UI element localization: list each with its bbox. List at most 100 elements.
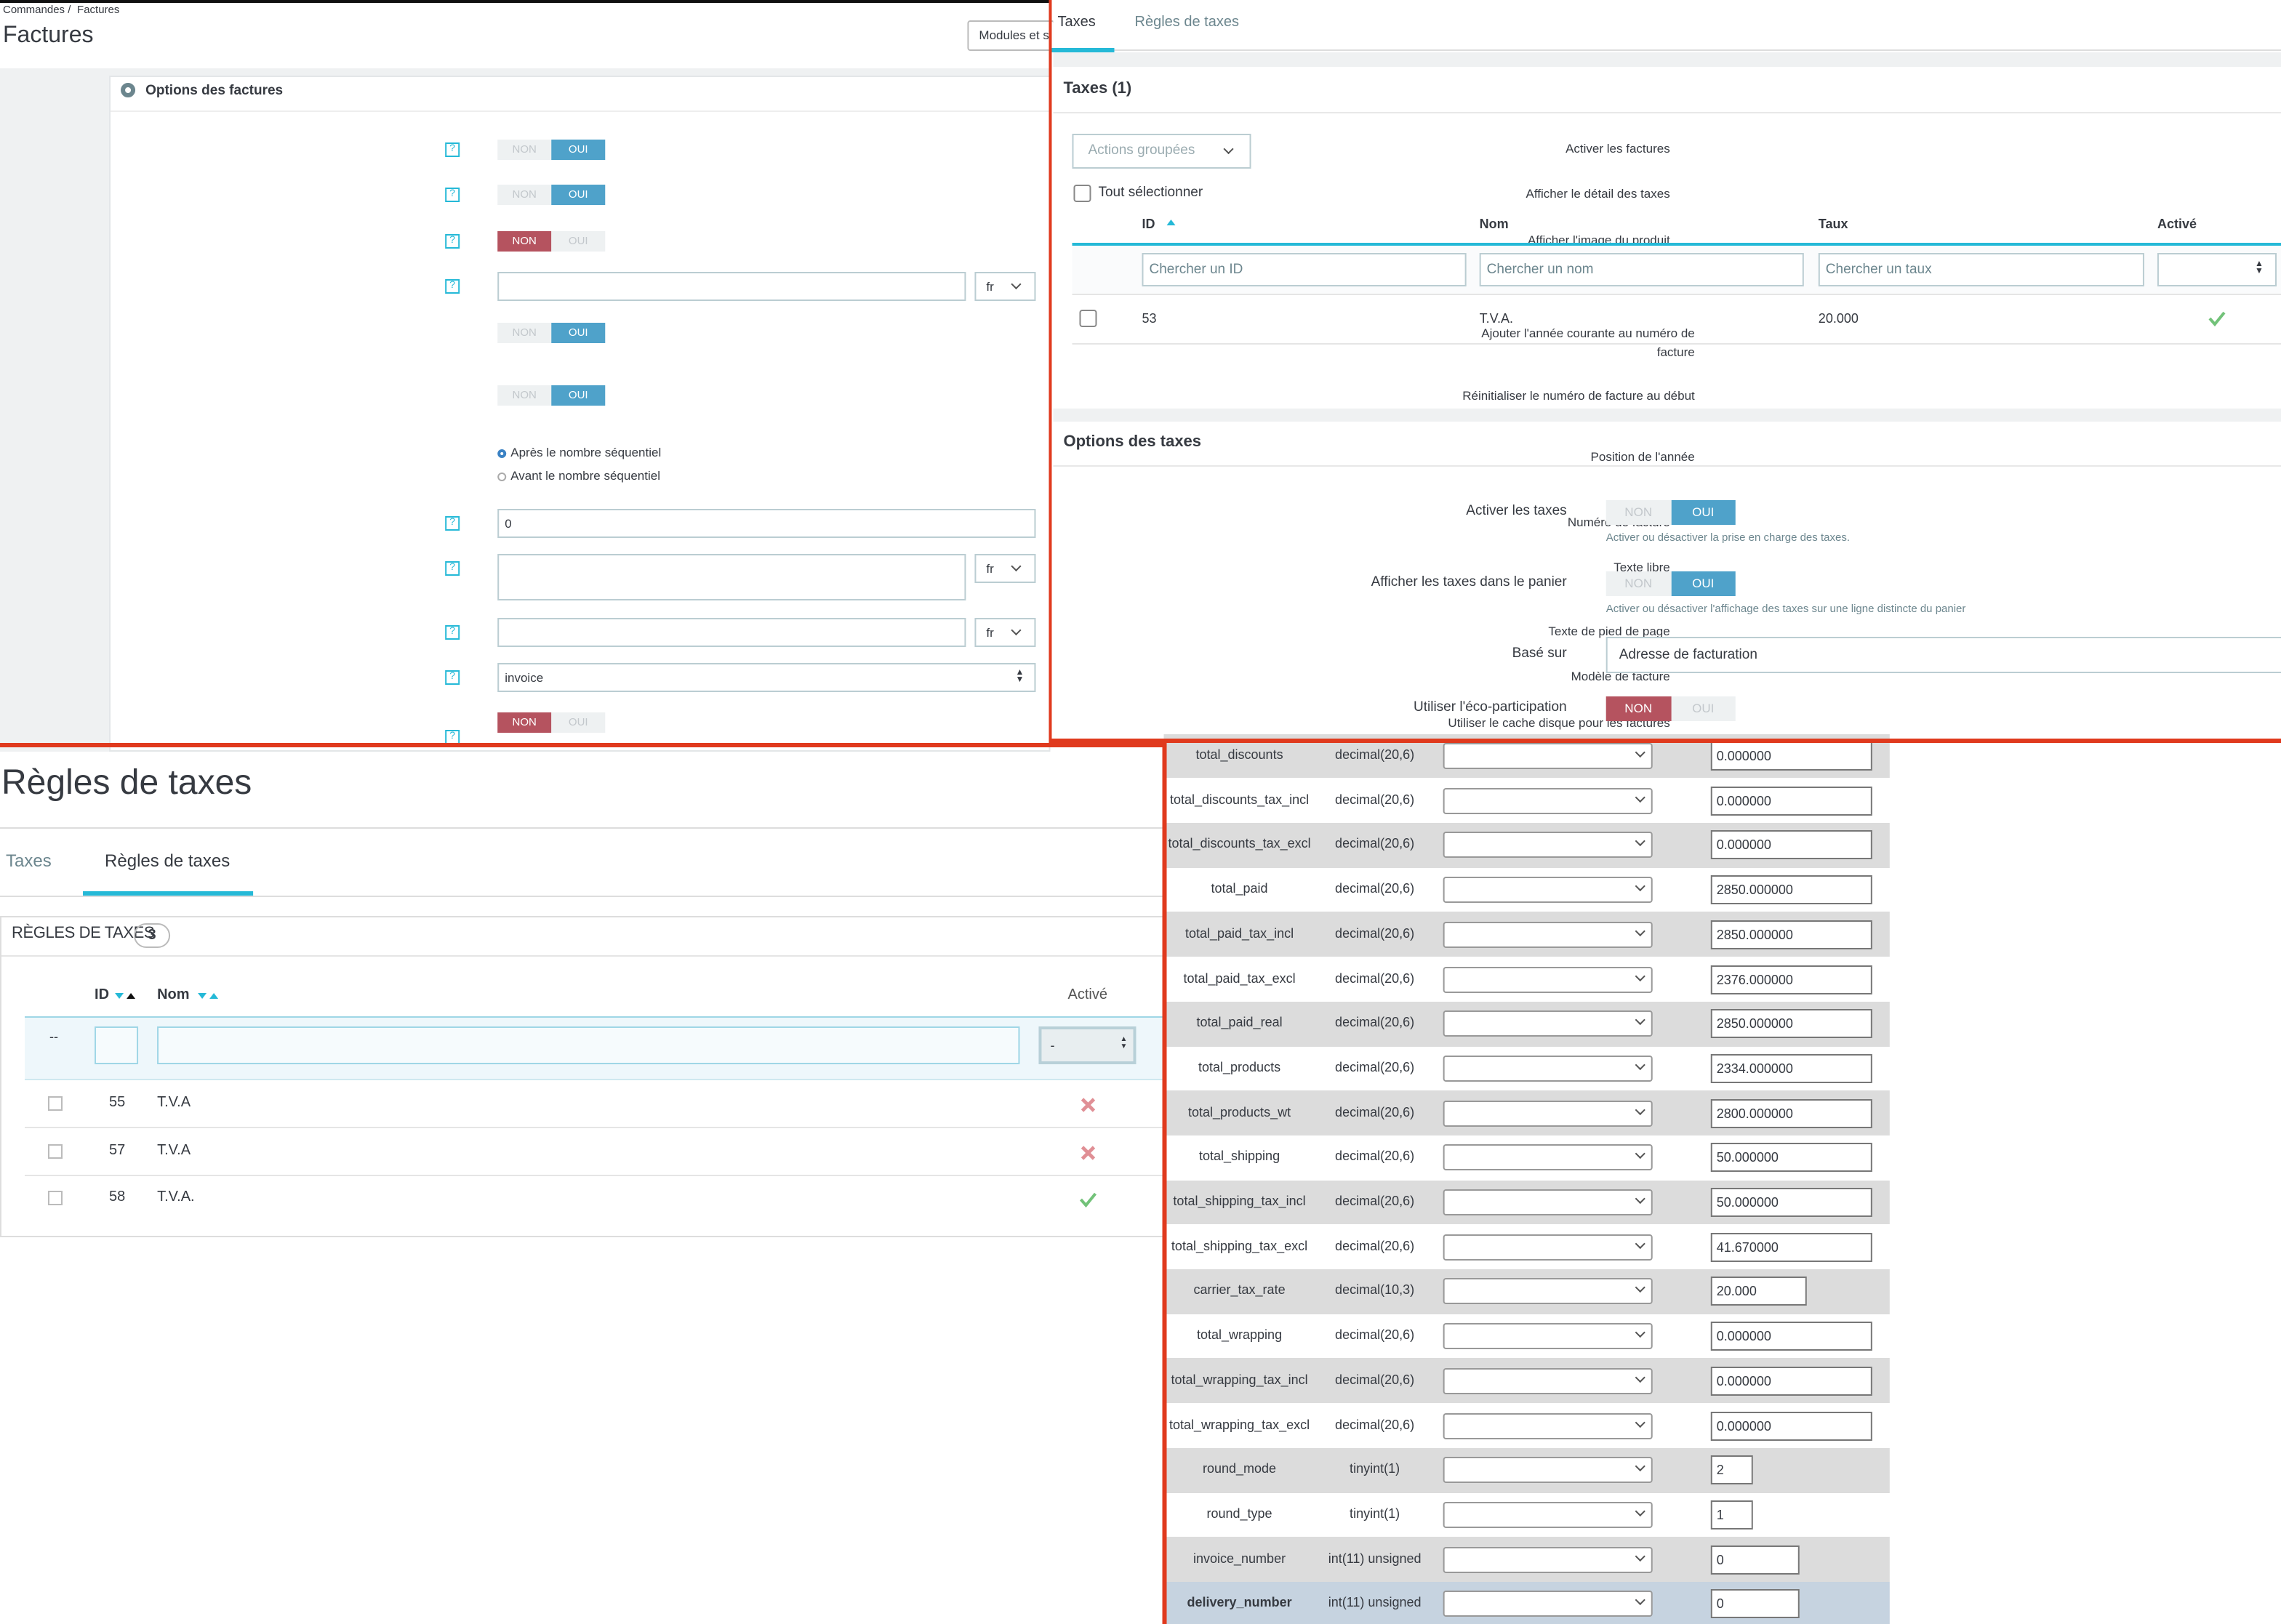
- toggle-off[interactable]: NON: [1605, 696, 1671, 721]
- db-select[interactable]: [1443, 1457, 1653, 1484]
- toggle-on[interactable]: OUI: [551, 385, 606, 406]
- gear-icon: [121, 83, 136, 97]
- tab[interactable]: Règles de taxes: [105, 851, 230, 871]
- checkbox[interactable]: [48, 1191, 63, 1205]
- toggle-on[interactable]: OUI: [551, 231, 606, 252]
- db-input[interactable]: 0: [1710, 1545, 1800, 1575]
- db-input[interactable]: 0.000000: [1710, 830, 1872, 860]
- toggle-off[interactable]: NON: [1605, 571, 1671, 596]
- lang-select[interactable]: fr: [974, 272, 1036, 301]
- db-select[interactable]: [1443, 1323, 1653, 1350]
- toggle-off[interactable]: NON: [497, 231, 552, 252]
- toggle-off[interactable]: NON: [497, 323, 552, 343]
- sort-arrow: [1166, 220, 1176, 225]
- db-input[interactable]: 2850.000000: [1710, 875, 1872, 905]
- checkbox[interactable]: [48, 1096, 63, 1111]
- toggle-off[interactable]: NON: [497, 185, 552, 205]
- db-select[interactable]: [1443, 1501, 1653, 1528]
- db-input[interactable]: 2376.000000: [1710, 965, 1872, 994]
- db-input[interactable]: 0.000000: [1710, 1411, 1872, 1440]
- db-select[interactable]: [1443, 1144, 1653, 1171]
- db-select[interactable]: [1443, 1546, 1653, 1573]
- db-select[interactable]: [1443, 1367, 1653, 1394]
- db-select[interactable]: [1443, 832, 1653, 859]
- filter-input[interactable]: [157, 1026, 1020, 1064]
- checkbox[interactable]: [1079, 310, 1097, 327]
- db-field: total_shipping_tax_excl: [1171, 1238, 1308, 1253]
- filter-select[interactable]: [2157, 253, 2277, 286]
- db-input[interactable]: 50.000000: [1710, 1188, 1872, 1217]
- db-select[interactable]: [1443, 1100, 1653, 1127]
- db-select[interactable]: [1443, 1412, 1653, 1439]
- filter-select[interactable]: -: [1038, 1026, 1137, 1064]
- filter-input[interactable]: [95, 1026, 139, 1064]
- toggle-off[interactable]: NON: [1605, 500, 1671, 525]
- header-line: [1072, 243, 2281, 246]
- toggle-on[interactable]: OUI: [551, 185, 606, 205]
- db-select[interactable]: [1443, 1055, 1653, 1082]
- toggle-off[interactable]: NON: [497, 140, 552, 160]
- tab[interactable]: Taxes: [6, 851, 52, 871]
- db-input[interactable]: 2850.000000: [1710, 920, 1872, 949]
- toggle-on[interactable]: OUI: [1670, 696, 1736, 721]
- toggle-on[interactable]: OUI: [1670, 500, 1736, 525]
- db-input[interactable]: 50.000000: [1710, 1143, 1872, 1173]
- cell: T.V.A.: [1479, 311, 1514, 326]
- db-input[interactable]: 0: [1710, 1589, 1800, 1619]
- checkbox[interactable]: [48, 1143, 63, 1158]
- sort-desc[interactable]: [115, 993, 124, 999]
- input[interactable]: [497, 272, 966, 301]
- field-label: Basé sur: [1512, 646, 1567, 662]
- db-input[interactable]: 41.670000: [1710, 1232, 1872, 1262]
- db-input[interactable]: 0.000000: [1710, 1366, 1872, 1396]
- filter-input[interactable]: Chercher un taux: [1818, 253, 2144, 286]
- db-input[interactable]: 2850.000000: [1710, 1009, 1872, 1039]
- input[interactable]: invoice: [497, 663, 1036, 692]
- db-input[interactable]: 0.000000: [1710, 741, 1872, 771]
- db-input[interactable]: 2800.000000: [1710, 1098, 1872, 1128]
- toggle-off[interactable]: NON: [497, 385, 552, 406]
- db-input[interactable]: 0.000000: [1710, 1322, 1872, 1351]
- db-select[interactable]: [1443, 877, 1653, 904]
- toggle-on[interactable]: OUI: [551, 323, 606, 343]
- db-select[interactable]: [1443, 921, 1653, 948]
- tab[interactable]: Règles de taxes: [1134, 15, 1239, 31]
- lang-select[interactable]: fr: [974, 618, 1036, 647]
- sort-desc[interactable]: [198, 993, 207, 999]
- db-field: total_products_wt: [1187, 1104, 1291, 1119]
- toggle-on[interactable]: OUI: [551, 712, 606, 733]
- db-input[interactable]: 2334.000000: [1710, 1053, 1872, 1083]
- toggle-off[interactable]: NON: [497, 712, 552, 733]
- db-input[interactable]: 0.000000: [1710, 786, 1872, 816]
- bulk-button[interactable]: Actions groupées: [1072, 134, 1251, 169]
- db-input[interactable]: 20.000: [1710, 1277, 1807, 1306]
- db-select[interactable]: [1443, 966, 1653, 992]
- button[interactable]: Modules et s: [967, 20, 1055, 51]
- tab[interactable]: Taxes: [1057, 15, 1096, 31]
- input[interactable]: [497, 618, 966, 647]
- sort-asc[interactable]: [127, 993, 136, 999]
- db-select[interactable]: [1443, 743, 1653, 769]
- db-field: total_discounts_tax_incl: [1169, 792, 1310, 807]
- radio[interactable]: [497, 449, 507, 458]
- toggle-on[interactable]: OUI: [1670, 571, 1736, 596]
- input[interactable]: 0: [497, 509, 1036, 538]
- filter-input[interactable]: Chercher un nom: [1479, 253, 1804, 286]
- db-select[interactable]: [1443, 787, 1653, 814]
- db-select[interactable]: [1443, 1591, 1653, 1617]
- divider-red: [0, 743, 1167, 747]
- lang-select[interactable]: fr: [974, 554, 1036, 583]
- db-select[interactable]: [1443, 1234, 1653, 1261]
- db-input[interactable]: 1: [1710, 1500, 1753, 1529]
- input[interactable]: [497, 554, 966, 600]
- db-select[interactable]: [1443, 1278, 1653, 1305]
- db-select[interactable]: [1443, 1010, 1653, 1037]
- toggle-on[interactable]: OUI: [551, 140, 606, 160]
- db-input[interactable]: 2: [1710, 1455, 1753, 1485]
- select[interactable]: Adresse de facturation: [1605, 637, 2281, 673]
- sort-asc[interactable]: [209, 993, 219, 999]
- db-select[interactable]: [1443, 1189, 1653, 1215]
- filter-input[interactable]: Chercher un ID: [1142, 253, 1467, 286]
- radio[interactable]: [497, 473, 507, 481]
- checkbox[interactable]: [1073, 185, 1091, 202]
